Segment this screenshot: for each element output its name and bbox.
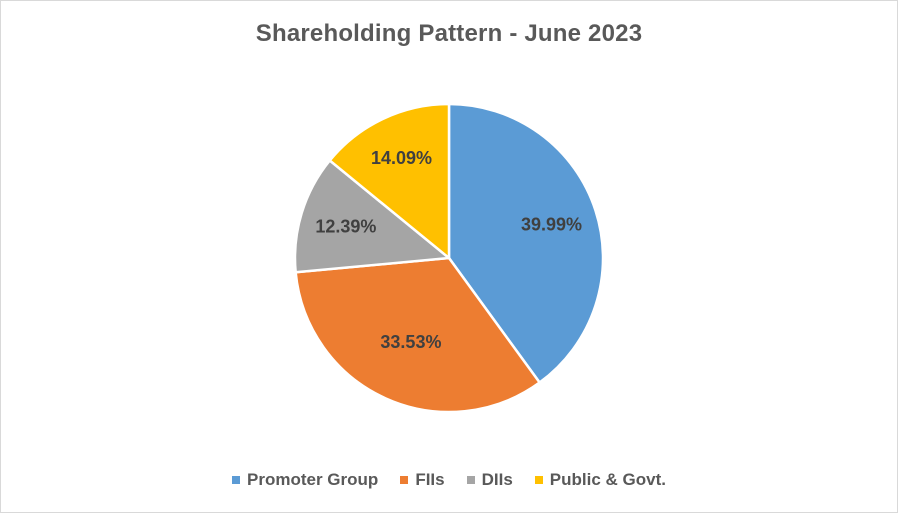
data-label-promoter-group: 39.99% <box>521 215 582 235</box>
legend-label-public-govt: Public & Govt. <box>549 470 666 489</box>
legend: Promoter Group FIIs DIIs Public & Govt. <box>0 470 898 490</box>
legend-item-diis: DIIs <box>466 470 513 490</box>
legend-swatch-fiis <box>400 476 409 484</box>
chart-title: Shareholding Pattern - June 2023 <box>255 20 643 47</box>
pie-slice-diis <box>293 159 451 274</box>
data-label-public-govt: 14.09% <box>371 148 432 168</box>
pie-slice-promoter-group <box>447 102 605 384</box>
data-label-diis: 12.39% <box>315 217 376 237</box>
legend-item-fiis: FIIs <box>400 470 445 490</box>
legend-label-diis: DIIs <box>481 470 513 489</box>
pie-slice-fiis <box>294 256 541 414</box>
data-label-fiis: 33.53% <box>380 332 441 352</box>
legend-item-public-govt: Public & Govt. <box>534 470 666 490</box>
legend-swatch-public-govt <box>534 476 543 484</box>
legend-item-promoter-group: Promoter Group <box>232 470 378 490</box>
pie-slice-public-govt <box>328 102 451 260</box>
legend-label-promoter-group: Promoter Group <box>247 470 379 489</box>
legend-label-fiis: FIIs <box>415 470 445 489</box>
legend-swatch-diis <box>466 476 475 484</box>
legend-swatch-promoter-group <box>232 476 241 484</box>
